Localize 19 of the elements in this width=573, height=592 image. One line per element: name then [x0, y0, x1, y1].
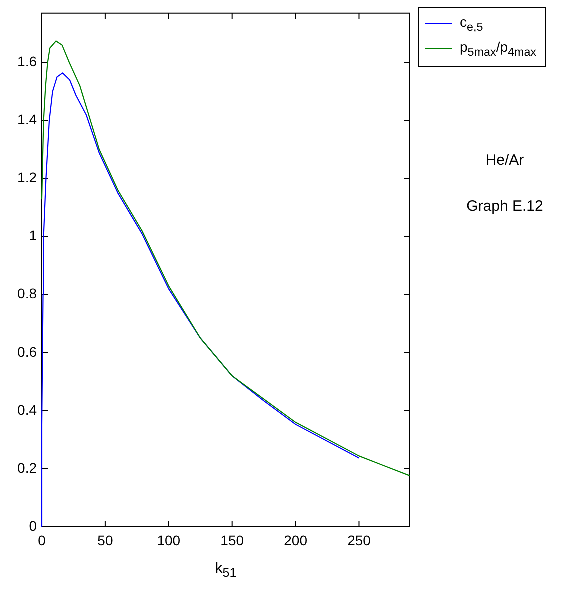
text: He/Ar — [484, 152, 526, 169]
y-tick-label: 0.4 — [18, 402, 38, 418]
y-tick-label: 1.2 — [18, 170, 38, 186]
y-tick-label: 0 — [29, 518, 38, 534]
x-axis-title: k$_{51}$ — [214, 560, 238, 580]
x-tick-label: 250 — [348, 532, 372, 548]
x-tick-label: 100 — [157, 532, 181, 548]
y-tick-label: 1.6 — [18, 54, 38, 70]
legend-label: c$_{e,5}$ — [460, 14, 484, 34]
x-tick-label: 50 — [98, 532, 114, 548]
legend-label: p$_{5max}$/p$_{4max}$ — [460, 38, 537, 58]
y-tick-label: 1.4 — [18, 112, 38, 128]
x-tick-label: 150 — [220, 532, 244, 548]
y-tick-label: 0.6 — [18, 344, 38, 360]
text: Graph E.12 — [466, 198, 544, 215]
y-tick-label: 0.8 — [18, 286, 38, 302]
x-tick-label: 200 — [284, 532, 308, 548]
y-tick-label: 0.2 — [18, 460, 38, 476]
y-tick-label: 1 — [29, 228, 38, 244]
